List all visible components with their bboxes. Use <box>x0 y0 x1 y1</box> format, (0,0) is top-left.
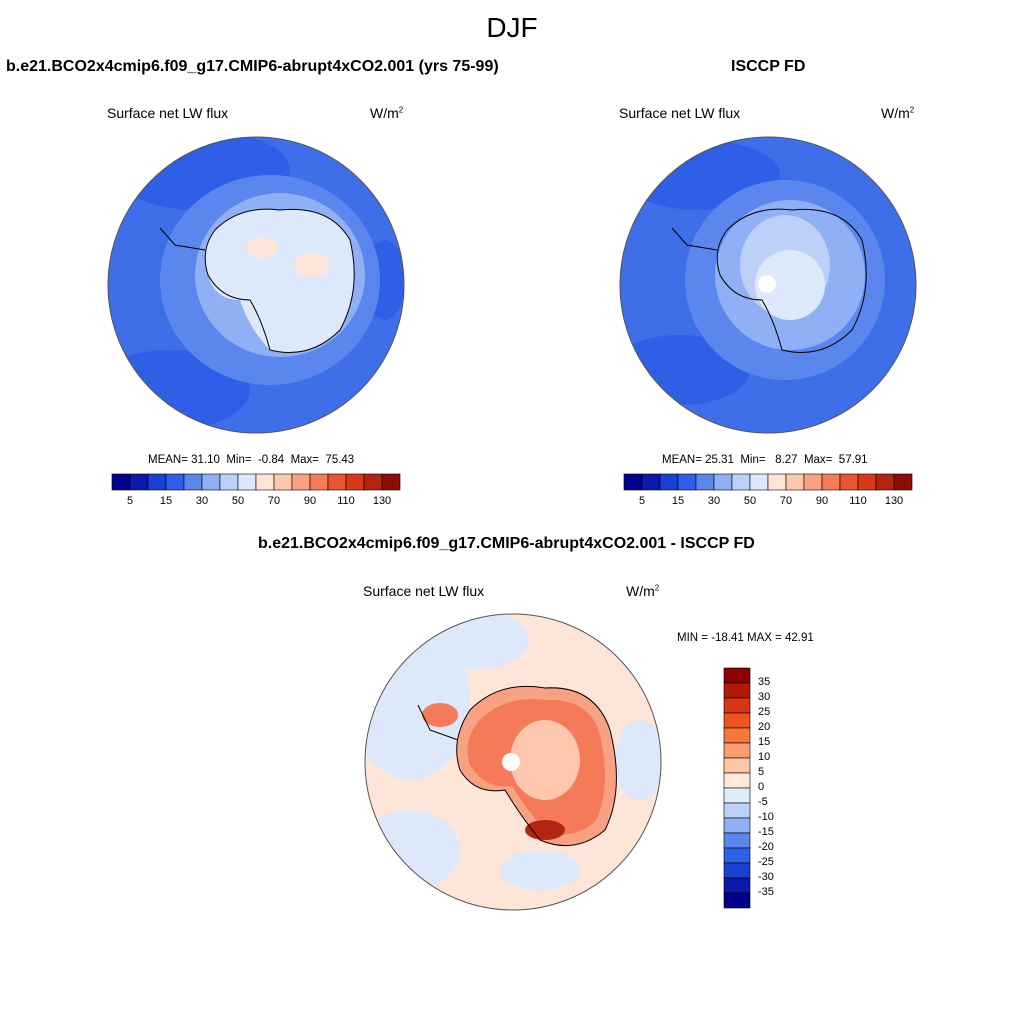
diff-colorbar-swatch <box>723 787 751 804</box>
diff-colorbar-tick-label: -30 <box>758 871 774 883</box>
obs-colorbar-tick-label: 110 <box>849 495 867 507</box>
obs-colorbar-labels: 5 15 30 50 70 90 110 130 <box>624 495 912 509</box>
model-colorbar-tick-label: 110 <box>337 495 355 507</box>
diff-colorbar-swatch <box>723 847 751 864</box>
obs-colorbar-tick-label: 5 <box>638 495 646 507</box>
diff-colorbar-tick-label: 5 <box>758 766 765 778</box>
diff-colorbar-tick-label: -25 <box>758 856 774 868</box>
diff-colorbar-swatch <box>723 712 751 729</box>
diff-colorbar-swatch <box>723 757 751 774</box>
diff-colorbar-tick-label: -15 <box>758 826 774 838</box>
diff-colorbar-tick-label: -10 <box>758 811 774 823</box>
diff-colorbar-swatch <box>723 667 751 684</box>
model-colorbar-tick-label: 5 <box>126 495 134 507</box>
diff-colorbar-swatch <box>723 832 751 849</box>
model-panel-title: b.e21.BCO2x4cmip6.f09_g17.CMIP6-abrupt4x… <box>6 58 499 75</box>
obs-variable-label: Surface net LW flux <box>619 105 741 121</box>
model-colorbar-tick-label: 50 <box>231 495 245 507</box>
diff-colorbar-swatch <box>723 682 751 699</box>
model-colorbar <box>111 473 401 491</box>
obs-antarctica-field <box>755 250 825 320</box>
model-colorbar-tick-label: 130 <box>372 495 392 507</box>
diff-variable-label: Surface net LW flux <box>363 583 485 599</box>
obs-colorbar-tick-label: 15 <box>671 495 685 507</box>
diff-colorbar-tick-label: 20 <box>758 721 771 733</box>
model-colorbar-labels: 5 15 30 50 70 90 110 130 <box>112 495 400 509</box>
model-colorbar-swatch <box>381 473 401 491</box>
model-stats: MEAN= 31.10 Min= -0.84 Max= 75.43 <box>148 454 355 466</box>
diff-colorbar-tick-label: -35 <box>758 886 774 898</box>
obs-colorbar <box>623 473 913 491</box>
model-antarctica-field <box>205 209 355 353</box>
diff-colorbar <box>723 667 751 909</box>
obs-colorbar-swatch <box>893 473 913 491</box>
diff-colorbar-labels: 35 30 25 20 15 10 5 0 -5 -10 -15 -20 -25 -30 -35 <box>758 668 798 908</box>
diff-colorbar-swatch <box>723 817 751 834</box>
model-units-label: W/m2 <box>370 105 404 121</box>
diff-colorbar-swatch <box>723 802 751 819</box>
obs-colorbar-tick-label: 50 <box>743 495 757 507</box>
model-colorbar-tick-label: 90 <box>303 495 317 507</box>
diff-colorbar-swatch <box>723 772 751 789</box>
obs-units-label: W/m2 <box>881 105 915 121</box>
diff-colorbar-swatch <box>723 697 751 714</box>
diff-colorbar-swatch <box>723 877 751 894</box>
diff-colorbar-tick-label: 15 <box>758 736 771 748</box>
obs-coastline <box>671 208 867 353</box>
model-colorbar-tick-label: 70 <box>267 495 281 507</box>
obs-colorbar-tick-label: 70 <box>779 495 793 507</box>
diff-colorbar-tick-label: 35 <box>758 676 771 688</box>
season-title: DJF <box>486 12 538 43</box>
obs-colorbar-tick-label: 130 <box>884 495 904 507</box>
obs-panel-title: ISCCP FD <box>731 58 806 75</box>
diff-colorbar-tick-label: -20 <box>758 841 774 853</box>
diff-colorbar-tick-label: -5 <box>758 796 768 808</box>
diff-colorbar-tick-label: 10 <box>758 751 771 763</box>
model-colorbar-tick-label: 15 <box>159 495 173 507</box>
diff-minmax: MIN = -18.41 MAX = 42.91 <box>677 632 814 644</box>
model-colorbar-tick-label: 30 <box>195 495 209 507</box>
diff-colorbar-tick-label: 30 <box>758 691 771 703</box>
diff-colorbar-swatch <box>723 862 751 879</box>
diff-colorbar-swatch <box>723 742 751 759</box>
diff-colorbar-swatch <box>723 727 751 744</box>
model-variable-label: Surface net LW flux <box>107 105 229 121</box>
model-coastline <box>159 208 355 353</box>
diff-colorbar-swatch <box>723 892 751 909</box>
diff-coastline <box>417 685 617 847</box>
obs-colorbar-tick-label: 90 <box>815 495 829 507</box>
obs-stats: MEAN= 25.31 Min= 8.27 Max= 57.91 <box>662 454 868 466</box>
diff-colorbar-tick-label: 25 <box>758 706 771 718</box>
diff-colorbar-tick-label: 0 <box>758 781 765 793</box>
diff-panel-title: b.e21.BCO2x4cmip6.f09_g17.CMIP6-abrupt4x… <box>258 535 755 552</box>
diff-units-label: W/m2 <box>626 583 660 599</box>
obs-colorbar-tick-label: 30 <box>707 495 721 507</box>
